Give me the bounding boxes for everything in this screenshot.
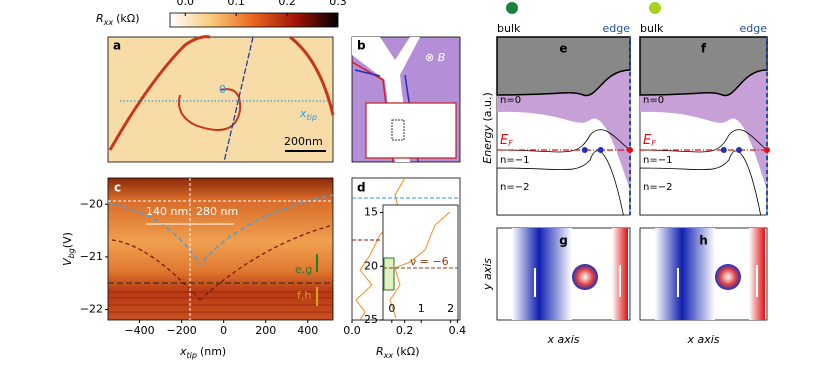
y-axis-label: y axis (481, 258, 494, 291)
bulk-label: bulk (640, 22, 664, 35)
state-dot (597, 147, 604, 153)
zoom-box (391, 119, 405, 141)
marker-dot (506, 2, 518, 14)
x-axis-label: Rxx (kΩ) (376, 345, 419, 360)
y-axis-label: Vbg(V) (61, 232, 76, 266)
x-axis-label: x axis (546, 333, 579, 346)
colorbar-label: Rxx (kΩ) (96, 12, 139, 27)
blue-fit (107, 194, 334, 267)
scan-area (365, 102, 457, 159)
resonance-ring (108, 35, 335, 151)
x-tip-label: xtip (299, 107, 317, 122)
band-n1-top (639, 129, 768, 153)
panel-label: a (113, 39, 121, 53)
fermi-subscript: F (508, 139, 513, 148)
level-label: n=−1 (500, 155, 529, 166)
inset-frame (382, 204, 459, 321)
band-gap (639, 36, 768, 97)
fermi-subscript: F (651, 139, 656, 148)
x-tick-label: 0 (220, 324, 227, 337)
panel-label: b (357, 39, 366, 53)
x-tick-label: 200 (255, 324, 276, 337)
x-tick-label: 1 (418, 302, 425, 315)
state-dot (720, 147, 727, 153)
level-label: n=−2 (643, 182, 672, 193)
level-label: n=−2 (500, 182, 529, 193)
arrow-label: e,g (295, 263, 312, 276)
spiral (178, 88, 242, 131)
panel-label: h (699, 234, 708, 248)
bulk-band (512, 228, 572, 320)
panel-c-map (107, 177, 334, 321)
vortex (572, 264, 598, 290)
vortex (715, 264, 741, 290)
level-label: n=0 (643, 95, 664, 106)
panel-a-map (107, 36, 334, 163)
x-tick-label: 0.3 (329, 0, 347, 8)
colorbar (169, 12, 339, 28)
fermi-label: EF (643, 133, 656, 148)
fermi-symbol: E (643, 133, 652, 148)
y-tick-label: −21 (80, 250, 103, 263)
edge-label: edge (603, 22, 631, 35)
fermi-label: EF (500, 133, 513, 148)
x-tick-label: 0.4 (449, 324, 467, 337)
x-axis-label: xtip (nm) (179, 345, 226, 360)
y-tick-label: 15 (364, 206, 378, 219)
width-label: 280 nm (196, 205, 238, 218)
x-tick-label: 400 (297, 324, 318, 337)
filling-label: ν = −6 (410, 255, 449, 268)
state-dot (581, 147, 588, 153)
y-tick-label: −20 (80, 197, 103, 210)
state-dot (627, 147, 633, 153)
band-n1 (639, 150, 762, 216)
x-tick-label: 0 (388, 302, 395, 315)
x-tick-label: 0.0 (177, 0, 195, 8)
arrow-label: f,h (297, 289, 311, 302)
x-tick-label: 2 (447, 302, 454, 315)
field-label: ⊗ B (425, 51, 445, 64)
x-tick-label: 0.1 (227, 0, 245, 8)
band-gap (496, 36, 631, 97)
x-tick-label: 0.0 (343, 324, 361, 337)
fermi-symbol: E (500, 133, 509, 148)
inset-highlight (383, 257, 395, 291)
level-label: n=0 (500, 95, 521, 106)
y-tick-label: 20 (364, 259, 378, 272)
x-tick-label: 0.2 (278, 0, 296, 8)
band-n1 (496, 150, 624, 216)
stripes (108, 291, 333, 313)
x-tick-label: −200 (166, 324, 196, 337)
x-tick-label: −400 (124, 324, 154, 337)
cut-line (223, 36, 254, 163)
state-dot (764, 147, 770, 153)
edge-label: edge (740, 22, 768, 35)
panel-label: c (114, 181, 121, 195)
panel-label: d (357, 181, 366, 195)
width-label: 140 nm (146, 205, 188, 218)
scale-bar-label: 200nm (284, 135, 323, 148)
y-tick-label: 25 (364, 313, 378, 326)
x-tick-label: 0.2 (396, 324, 414, 337)
level-label: n=−1 (643, 155, 672, 166)
y-tick-label: −22 (80, 302, 103, 315)
marker-dot (649, 2, 661, 14)
bulk-band (655, 228, 715, 320)
panel-label: e (559, 42, 567, 56)
zero-label: 0 (219, 83, 226, 96)
bulk-label: bulk (497, 22, 521, 35)
y-axis-label: Energy (a.u.) (481, 92, 494, 164)
x-axis-label: x axis (686, 333, 719, 346)
panel-label: f (701, 42, 707, 56)
inset-trace (389, 211, 451, 319)
state-dot (736, 147, 743, 153)
panel-label: g (559, 234, 568, 248)
band-n1-top (496, 129, 631, 153)
